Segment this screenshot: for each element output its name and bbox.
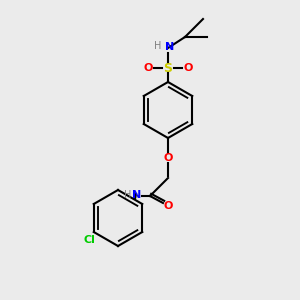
Text: S: S <box>164 61 172 74</box>
Text: N: N <box>132 190 142 200</box>
Text: H: H <box>154 41 162 51</box>
Text: O: O <box>163 201 173 211</box>
Text: H: H <box>124 190 132 200</box>
Text: O: O <box>163 153 173 163</box>
Text: O: O <box>143 63 153 73</box>
Text: N: N <box>165 42 175 52</box>
Text: O: O <box>183 63 193 73</box>
Text: Cl: Cl <box>84 235 96 245</box>
